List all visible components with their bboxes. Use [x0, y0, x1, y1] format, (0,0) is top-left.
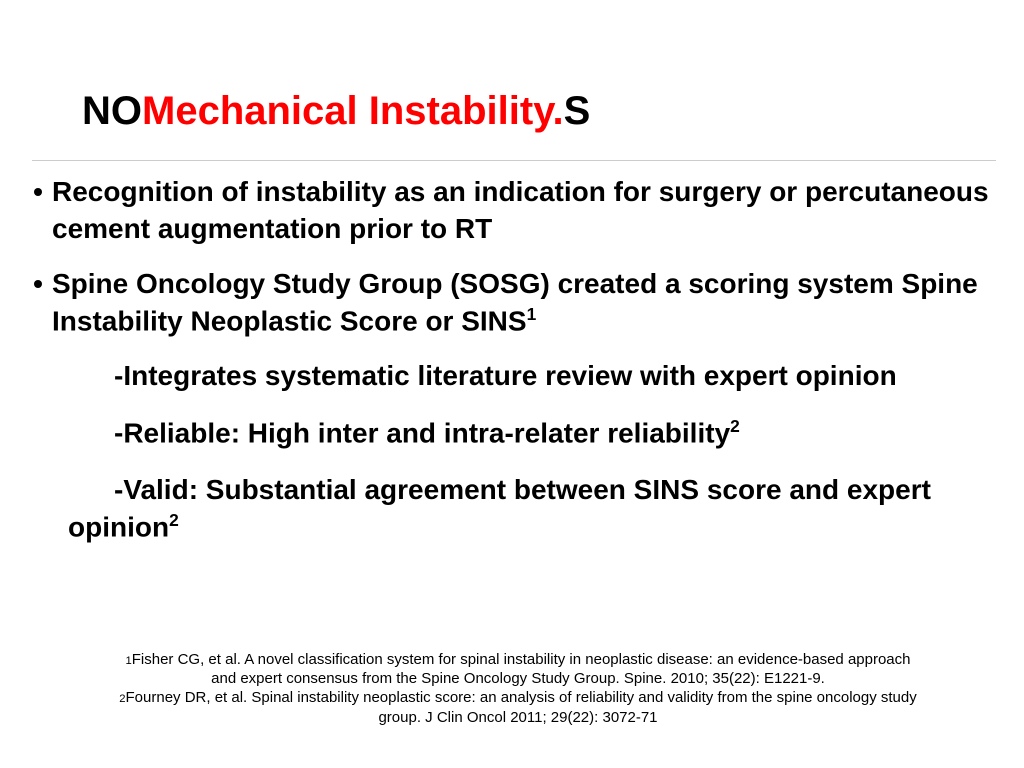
reference-item: 1Fisher CG, et al. A novel classificatio…	[125, 651, 910, 687]
sub-bullet: -Integrates systematic literature review…	[68, 358, 990, 395]
superscript-ref: 1	[527, 304, 537, 324]
sub-bullet-text: Valid: Substantial agreement between SIN…	[68, 474, 931, 542]
reference-item: 2Fourney DR, et al. Spinal instability n…	[119, 689, 917, 725]
bullet-text: Spine Oncology Study Group (SOSG) create…	[52, 266, 990, 340]
reference-text: Fisher CG, et al. A novel classification…	[132, 651, 911, 687]
slide: NOMechanical Instability.S Recognition o…	[0, 0, 1024, 768]
reference-text: Fourney DR, et al. Spinal instability ne…	[126, 689, 917, 725]
superscript-ref: 2	[169, 510, 179, 530]
bullet-dot-icon	[34, 280, 42, 288]
references-block: 1Fisher CG, et al. A novel classificatio…	[118, 650, 918, 727]
bullet-item: Recognition of instability as an indicat…	[34, 174, 990, 248]
bullet-item: Spine Oncology Study Group (SOSG) create…	[34, 266, 990, 340]
sub-bullet-text: Reliable: High inter and intra-relater r…	[123, 417, 730, 448]
sub-bullet: -Valid: Substantial agreement between SI…	[68, 472, 990, 546]
dash-icon: -	[114, 360, 123, 391]
superscript-ref: 2	[730, 416, 740, 436]
bullet-dot-icon	[34, 188, 42, 196]
title-prefix: NO	[82, 89, 142, 133]
title-suffix: S	[564, 89, 591, 133]
sub-bullet: -Reliable: High inter and intra-relater …	[68, 415, 990, 452]
dash-icon: -	[114, 474, 123, 505]
dash-icon: -	[114, 417, 123, 448]
title-main: Mechanical Instability.	[142, 89, 564, 133]
bullet-text: Recognition of instability as an indicat…	[52, 174, 990, 248]
slide-title: NOMechanical Instability.S	[82, 89, 590, 134]
title-divider	[32, 160, 996, 161]
slide-body: Recognition of instability as an indicat…	[34, 174, 990, 567]
bullet-text-main: Spine Oncology Study Group (SOSG) create…	[52, 268, 978, 336]
sub-bullet-text: Integrates systematic literature review …	[123, 360, 896, 391]
